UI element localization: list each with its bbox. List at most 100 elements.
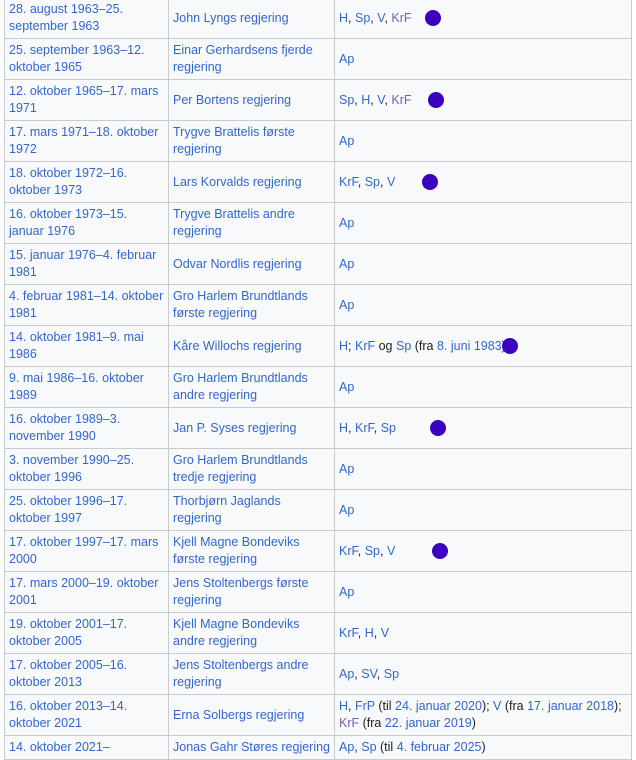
party-link[interactable]: 24. januar 2020 xyxy=(395,699,482,713)
party-link[interactable]: Sp xyxy=(339,92,355,107)
government-link[interactable]: Einar Gerhardsens fjerde regjering xyxy=(173,43,313,74)
period-link[interactable]: 17. oktober 2005–16. oktober 2013 xyxy=(9,658,128,689)
party-link[interactable]: H xyxy=(339,338,349,353)
party-link[interactable]: KrF xyxy=(339,716,360,730)
parties-cell: Ap, Sp (til 4. februar 2025) xyxy=(334,735,632,760)
government-link[interactable]: Jens Stoltenbergs andre regjering xyxy=(173,658,309,689)
party-link[interactable]: H xyxy=(339,420,349,435)
party-link[interactable]: H xyxy=(339,699,349,713)
parties-cell: KrF, H, V xyxy=(334,612,632,654)
party-link[interactable]: Ap xyxy=(339,461,355,476)
government-link[interactable]: Jonas Gahr Støres regjering xyxy=(173,740,331,754)
period-link[interactable]: 28. august 1963–25. september 1963 xyxy=(9,2,123,33)
party-link[interactable]: KrF xyxy=(354,420,374,435)
period-link[interactable]: 3. november 1990–25. oktober 1996 xyxy=(9,453,135,484)
government-link[interactable]: Kåre Willochs regjering xyxy=(173,338,302,353)
parties-text: (fra xyxy=(501,699,528,713)
government-link[interactable]: Gro Harlem Brundtlands andre regjering xyxy=(173,371,308,402)
government-link[interactable]: Erna Solbergs regjering xyxy=(173,707,305,722)
party-link[interactable]: Ap xyxy=(339,51,355,66)
party-link[interactable]: Sp xyxy=(354,10,371,25)
party-link[interactable]: Sp xyxy=(380,420,396,435)
government-link[interactable]: Lars Korvalds regjering xyxy=(173,174,302,189)
period-link[interactable]: 15. januar 1976–4. februar 1981 xyxy=(9,248,157,279)
party-link[interactable]: 8. juni 1983 xyxy=(436,338,502,353)
party-link[interactable]: FrP xyxy=(354,699,375,713)
government-link[interactable]: Jens Stoltenbergs første regjering xyxy=(173,576,309,607)
government-link[interactable]: Trygve Brattelis første regjering xyxy=(173,125,295,156)
party-link[interactable]: Sp xyxy=(364,543,380,558)
government-link[interactable]: Thorbjørn Jaglands regjering xyxy=(173,494,281,525)
party-link[interactable]: 22. januar 2019 xyxy=(384,716,472,730)
party-link[interactable]: H xyxy=(364,625,374,640)
period-link[interactable]: 17. mars 1971–18. oktober 1972 xyxy=(9,125,159,156)
government-link[interactable]: Gro Harlem Brundtlands tredje regjering xyxy=(173,453,308,484)
table-row: 15. januar 1976–4. februar 1981 Odvar Nor… xyxy=(4,243,632,285)
party-link[interactable]: Sp xyxy=(361,740,377,754)
party-link[interactable]: H xyxy=(361,92,371,107)
period-link[interactable]: 25. september 1963–12. oktober 1965 xyxy=(9,43,145,74)
party-link[interactable]: V xyxy=(377,92,385,107)
period-link[interactable]: 18. oktober 1972–16. oktober 1973 xyxy=(9,166,128,197)
party-link[interactable]: KrF xyxy=(354,338,376,353)
party-link[interactable]: V xyxy=(493,699,502,713)
party-link[interactable]: Ap xyxy=(339,297,355,312)
government-link[interactable]: John Lyngs regjering xyxy=(173,10,289,25)
government-link[interactable]: Trygve Brattelis andre regjering xyxy=(173,207,295,238)
government-link[interactable]: Gro Harlem Brundtlands første regjering xyxy=(173,289,308,320)
parties-text: ) xyxy=(471,716,476,730)
party-link[interactable]: 17. januar 2018 xyxy=(527,699,614,713)
period-link[interactable]: 14. oktober 2021– xyxy=(9,740,110,754)
period-link[interactable]: 12. oktober 1965–17. mars 1971 xyxy=(9,84,159,115)
party-link[interactable]: Ap xyxy=(339,740,355,754)
party-link[interactable]: SV xyxy=(361,666,377,681)
party-link[interactable]: Sp xyxy=(395,338,412,353)
party-link[interactable]: KrF xyxy=(339,174,358,189)
period-link[interactable]: 16. oktober 2013–14. oktober 2021 xyxy=(9,699,128,730)
party-link[interactable]: Sp xyxy=(383,666,400,681)
period-link[interactable]: 4. februar 1981–14. oktober 1981 xyxy=(9,289,164,320)
party-link[interactable]: Ap xyxy=(339,215,355,230)
table-row: 12. oktober 1965–17. mars 1971 Per Borten… xyxy=(4,79,632,121)
period-link[interactable]: 16. oktober 1973–15. januar 1976 xyxy=(9,207,128,238)
table-row: 18. oktober 1972–16. oktober 1973 Lars Ko… xyxy=(4,161,632,203)
party-link[interactable]: Sp xyxy=(364,174,380,189)
government-link[interactable]: Odvar Nordlis regjering xyxy=(173,256,302,271)
period-link[interactable]: 9. mai 1986–16. oktober 1989 xyxy=(9,371,144,402)
period-link[interactable]: 14. oktober 1981–9. mai 1986 xyxy=(9,330,144,361)
period-link[interactable]: 16. oktober 1989–3. november 1990 xyxy=(9,412,121,443)
parties-text: , xyxy=(370,92,378,107)
parties-text: (fra xyxy=(411,338,437,353)
government-link[interactable]: Kjell Magne Bondeviks første regjering xyxy=(173,535,300,566)
parties-cell: Ap xyxy=(334,366,632,408)
party-link[interactable]: Ap xyxy=(339,502,355,517)
period-link[interactable]: 17. oktober 1997–17. mars 2000 xyxy=(9,535,159,566)
party-link[interactable]: Ap xyxy=(339,133,355,148)
party-link[interactable]: Ap xyxy=(339,666,355,681)
government-cell: Gro Harlem Brundtlands første regjering xyxy=(168,284,335,326)
parties-text: , xyxy=(348,10,355,25)
government-link[interactable]: Jan P. Syses regjering xyxy=(173,420,297,435)
party-link[interactable]: Ap xyxy=(339,379,355,394)
party-link[interactable]: KrF xyxy=(391,92,412,107)
party-link[interactable]: V xyxy=(380,625,390,640)
party-link[interactable]: H xyxy=(339,10,349,25)
party-link[interactable]: V xyxy=(377,10,385,25)
government-link[interactable]: Kjell Magne Bondeviks andre regjering xyxy=(173,617,300,648)
table-row: 17. oktober 1997–17. mars 2000 Kjell Magn… xyxy=(4,530,632,572)
party-link[interactable]: V xyxy=(386,174,396,189)
government-link[interactable]: Per Bortens regjering xyxy=(173,92,292,107)
party-link[interactable]: 4. februar 2025 xyxy=(396,740,482,754)
coalition-dot-icon xyxy=(425,10,441,26)
party-link[interactable]: KrF xyxy=(391,10,412,25)
party-link[interactable]: Ap xyxy=(339,584,355,599)
period-link[interactable]: 19. oktober 2001–17. oktober 2005 xyxy=(9,617,128,648)
period-link[interactable]: 25. oktober 1996–17. oktober 1997 xyxy=(9,494,128,525)
party-link[interactable]: V xyxy=(386,543,396,558)
party-link[interactable]: KrF xyxy=(339,543,358,558)
party-link[interactable]: Ap xyxy=(339,256,355,271)
party-link[interactable]: KrF xyxy=(339,625,358,640)
period-link[interactable]: 17. mars 2000–19. oktober 2001 xyxy=(9,576,159,607)
period-cell: 15. januar 1976–4. februar 1981 xyxy=(4,243,169,285)
parties-cell: Ap, SV, Sp xyxy=(334,653,632,695)
